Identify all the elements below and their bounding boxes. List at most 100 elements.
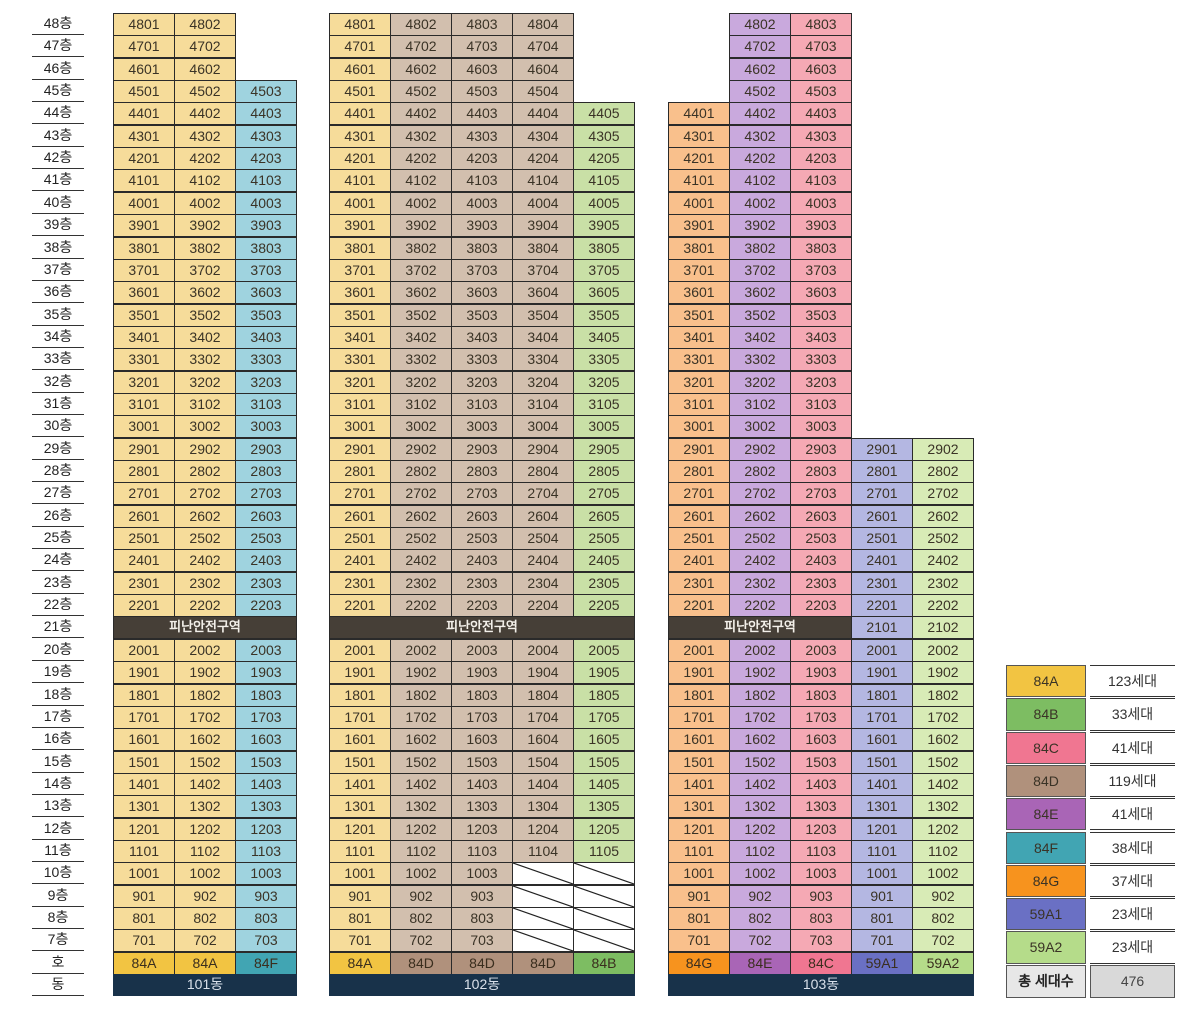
unit-cell: 4503 (790, 80, 852, 104)
unit-cell: 1501 (851, 750, 913, 774)
unit-cell: 4405 (573, 102, 635, 126)
unit-cell: 4001 (668, 191, 730, 215)
unit-cell: 4702 (174, 35, 236, 59)
floor-label: 30층 (32, 415, 84, 438)
unit-cell: 2904 (512, 437, 574, 461)
unit-cell: 3903 (790, 214, 852, 238)
unit-cell: 1002 (729, 862, 791, 886)
unit-cell: 4002 (729, 191, 791, 215)
building-label: 101동 (113, 974, 297, 997)
unit-cell: 2002 (912, 638, 974, 662)
unit-cell: 3303 (235, 348, 297, 372)
unit-cell: 4703 (451, 35, 513, 59)
unit-cell: 902 (174, 884, 236, 908)
unit-cell: 1901 (329, 661, 391, 685)
unit-cell: 2305 (573, 571, 635, 595)
floor-label: 18층 (32, 684, 84, 706)
unit-cell: 3403 (235, 325, 297, 349)
unit-cell: 1702 (912, 705, 974, 729)
unit-cell: 4502 (174, 80, 236, 104)
unit-cell: 3702 (729, 258, 791, 282)
unit-cell: 1402 (174, 772, 236, 796)
unit-cell: 3804 (512, 236, 574, 260)
unit-cell: 1302 (729, 795, 791, 819)
unit-cell: 2502 (912, 527, 974, 551)
unit-cell: 3802 (729, 236, 791, 260)
unit-cell: 1002 (912, 862, 974, 886)
unit-cell: 2603 (235, 504, 297, 528)
unit-cell: 1902 (729, 661, 791, 685)
unit-cell: 4502 (390, 80, 452, 104)
unit-cell: 2402 (174, 549, 236, 573)
unit-cell: 2901 (668, 437, 730, 461)
hatched-cell (573, 929, 635, 953)
unit-cell: 2301 (851, 571, 913, 595)
unit-cell: 702 (729, 929, 791, 953)
unit-cell: 2501 (329, 527, 391, 551)
unit-cell: 3901 (668, 214, 730, 238)
unit-cell: 2702 (390, 482, 452, 506)
unit-cell: 4701 (329, 35, 391, 59)
unit-cell: 1401 (668, 772, 730, 796)
floor-label: 9층 (32, 885, 84, 907)
unit-cell: 2702 (912, 482, 974, 506)
unit-cell: 2901 (851, 437, 913, 461)
unit-cell: 3701 (668, 258, 730, 282)
unit-cell: 2905 (573, 437, 635, 461)
unit-cell: 2303 (235, 571, 297, 595)
unit-cell: 1805 (573, 683, 635, 707)
unit-cell: 1602 (729, 728, 791, 752)
unit-cell: 4502 (729, 80, 791, 104)
unit-cell: 4102 (174, 169, 236, 193)
unit-cell: 3701 (329, 258, 391, 282)
unit-cell: 2302 (729, 571, 791, 595)
floor-label: 27층 (32, 482, 84, 505)
unit-cell: 1404 (512, 772, 574, 796)
unit-cell: 4402 (174, 102, 236, 126)
unit-cell: 3703 (451, 258, 513, 282)
unit-cell: 4303 (451, 124, 513, 148)
unit-cell: 3505 (573, 303, 635, 327)
building-label: 102동 (329, 974, 635, 997)
unit-cell: 1903 (235, 661, 297, 685)
unit-cell: 4301 (329, 124, 391, 148)
unit-cell: 3004 (512, 415, 574, 439)
unit-type-cell: 84A (174, 951, 236, 975)
unit-cell: 1102 (174, 839, 236, 863)
unit-cell: 803 (451, 907, 513, 930)
legend-count: 38세대 (1090, 831, 1175, 864)
unit-cell: 4801 (329, 13, 391, 36)
legend-count: 23세대 (1090, 898, 1175, 931)
unit-cell: 3802 (390, 236, 452, 260)
legend-count: 119세대 (1090, 764, 1175, 798)
unit-cell: 1605 (573, 728, 635, 752)
unit-cell: 1603 (790, 728, 852, 752)
floor-label: 42층 (32, 147, 84, 170)
floor-label: 7층 (32, 929, 84, 952)
unit-cell: 3702 (174, 258, 236, 282)
unit-cell: 4401 (113, 102, 175, 126)
unit-cell: 1802 (729, 683, 791, 707)
row-label-dong: 동 (32, 974, 84, 997)
floor-label: 33층 (32, 348, 84, 371)
unit-cell: 4401 (668, 102, 730, 126)
unit-cell: 2201 (113, 594, 175, 618)
unit-cell: 1702 (174, 705, 236, 729)
unit-cell: 4202 (729, 147, 791, 171)
unit-cell: 903 (235, 884, 297, 908)
unit-cell: 1202 (174, 817, 236, 841)
unit-cell: 2902 (912, 437, 974, 461)
unit-cell: 1402 (912, 772, 974, 796)
unit-cell: 1803 (451, 683, 513, 707)
unit-cell: 1302 (390, 795, 452, 819)
unit-cell: 1102 (912, 839, 974, 863)
unit-cell: 901 (668, 884, 730, 908)
unit-cell: 4305 (573, 124, 635, 148)
unit-cell: 3902 (729, 214, 791, 238)
unit-cell: 1804 (512, 683, 574, 707)
unit-cell: 3101 (329, 392, 391, 416)
unit-cell: 3802 (174, 236, 236, 260)
floor-label: 14층 (32, 773, 84, 795)
floor-label: 36층 (32, 281, 84, 304)
unit-cell: 2602 (390, 504, 452, 528)
